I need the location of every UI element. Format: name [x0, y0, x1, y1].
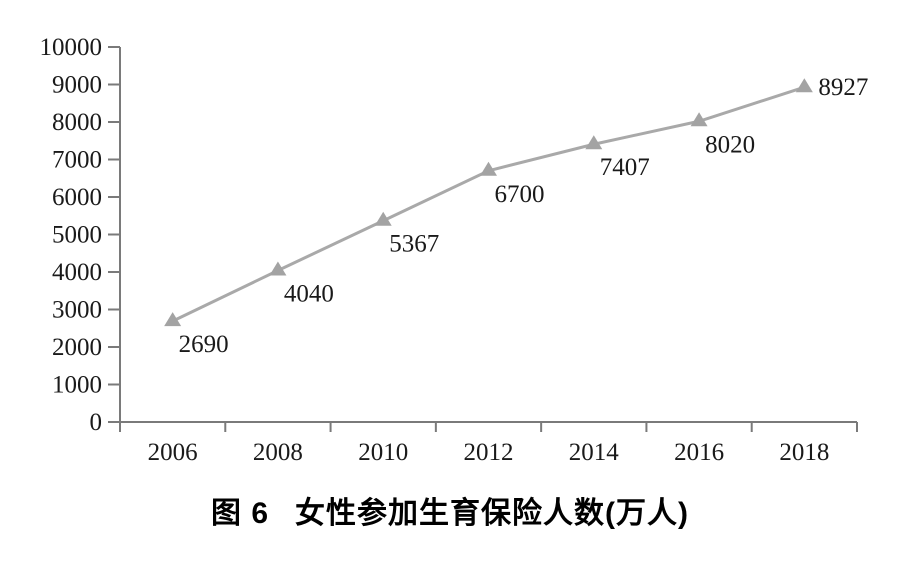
figure-number: 图 6 — [210, 497, 270, 530]
data-label: 6700 — [495, 181, 545, 208]
triangle-marker — [269, 261, 287, 276]
y-axis: 0 1000 2000 3000 4000 5000 6000 7000 8000 9000 100… — [40, 34, 121, 436]
x-tick-label: 2016 — [674, 439, 724, 466]
x-axis: 2006 2008 2010 2012 2014 2016 2018 — [120, 421, 858, 466]
triangle-marker — [164, 312, 182, 327]
y-tick-label: 6000 — [52, 184, 102, 211]
triangle-marker — [374, 211, 392, 226]
data-label: 2690 — [179, 331, 229, 358]
y-tick-label: 7000 — [52, 147, 102, 174]
triangle-marker — [585, 135, 603, 150]
x-tick-label: 2006 — [148, 439, 198, 466]
line-chart: 0 1000 2000 3000 4000 5000 6000 7000 8000 9000 100… — [40, 34, 869, 466]
series-line — [171, 85, 805, 323]
y-tick-label: 5000 — [52, 222, 102, 249]
y-tick-label: 3000 — [52, 297, 102, 324]
data-label: 8020 — [705, 131, 755, 158]
y-tick-label: 9000 — [52, 72, 102, 99]
data-label: 5367 — [389, 231, 439, 258]
data-labels: 2690 4040 5367 6700 7407 8020 8927 — [179, 74, 869, 358]
figure-title: 女性参加生育保险人数(万人) — [295, 497, 689, 530]
x-tick-label: 2012 — [464, 439, 514, 466]
triangle-marker — [795, 78, 813, 93]
data-label: 7407 — [600, 154, 650, 181]
x-tick-label: 2014 — [569, 439, 620, 466]
series-polyline — [171, 85, 805, 323]
triangle-marker — [690, 112, 708, 127]
y-tick-label: 1000 — [52, 372, 102, 399]
triangle-marker — [480, 161, 497, 176]
y-tick-label: 0 — [90, 409, 103, 436]
y-tick-label: 8000 — [52, 109, 102, 136]
y-tick-label: 2000 — [52, 334, 102, 361]
data-markers — [164, 78, 813, 327]
x-tick-label: 2010 — [358, 439, 408, 466]
figure-caption: 图 6 女性参加生育保险人数(万人) — [0, 492, 900, 536]
y-tick-label: 4000 — [52, 259, 102, 286]
data-label: 8927 — [818, 74, 868, 101]
data-label: 4040 — [284, 281, 334, 308]
x-tick-label: 2008 — [253, 439, 303, 466]
y-tick-label: 10000 — [40, 34, 103, 61]
x-tick-label: 2018 — [779, 439, 829, 466]
